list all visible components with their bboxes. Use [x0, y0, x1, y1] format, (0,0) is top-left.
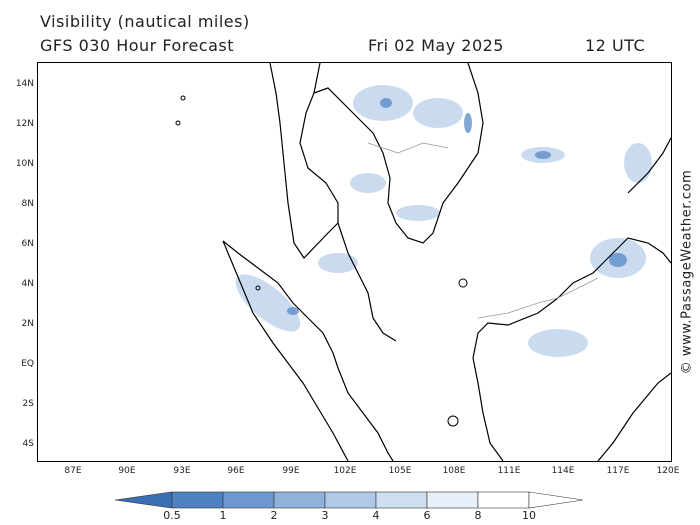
lon-label: 90E: [118, 466, 136, 476]
visibility-dark-patches: [287, 98, 627, 315]
legend-label: 6: [423, 509, 431, 522]
legend-swatch: [528, 491, 584, 509]
legend-swatch: [115, 491, 173, 509]
lat-label: 12N: [15, 119, 34, 129]
map-plot-area: [37, 62, 672, 462]
lat-label: 8N: [21, 199, 34, 209]
legend-label: 10: [522, 509, 536, 522]
lon-label: 99E: [282, 466, 300, 476]
legend-swatch: [426, 491, 479, 509]
lon-label: 87E: [64, 466, 82, 476]
lon-label: 105E: [388, 466, 412, 476]
forecast-subtitle: GFS 030 Hour Forecast: [40, 36, 235, 55]
lat-label: 2S: [22, 399, 34, 409]
lon-label: 96E: [227, 466, 245, 476]
lon-label: 108E: [442, 466, 466, 476]
forecast-time: 12 UTC: [585, 36, 646, 55]
small-islands: [175, 95, 468, 427]
legend-label: 4: [372, 509, 380, 522]
lon-label: 93E: [173, 466, 191, 476]
site-credit: © www.PassageWeather.com: [679, 169, 695, 375]
lat-label: 6N: [21, 239, 34, 249]
visibility-legend-bar: [115, 491, 584, 509]
lat-label: 14N: [15, 79, 34, 89]
legend-swatch: [477, 491, 530, 509]
lat-label: 2N: [21, 319, 34, 329]
legend-swatch: [324, 491, 377, 509]
legend-swatch: [171, 491, 224, 509]
country-borders: [367, 142, 599, 319]
legend-label: 0.5: [163, 509, 181, 522]
coastlines: [222, 63, 671, 461]
legend-swatch: [375, 491, 428, 509]
legend-label: 3: [321, 509, 329, 522]
legend-label: 1: [219, 509, 227, 522]
lat-label: EQ: [21, 359, 34, 369]
lon-label: 120E: [656, 466, 680, 476]
lon-label: 111E: [497, 466, 521, 476]
map-title: Visibility (nautical miles): [40, 12, 250, 31]
legend-label: 2: [270, 509, 278, 522]
lat-label: 10N: [15, 159, 34, 169]
legend-swatch: [222, 491, 275, 509]
lat-label: 4S: [22, 439, 34, 449]
lon-label: 102E: [333, 466, 357, 476]
map-canvas: [175, 63, 671, 461]
lon-label: 117E: [606, 466, 630, 476]
legend-swatch: [273, 491, 326, 509]
lon-label: 114E: [551, 466, 575, 476]
legend-label: 8: [474, 509, 482, 522]
lat-label: 4N: [21, 279, 34, 289]
forecast-date: Fri 02 May 2025: [368, 36, 504, 55]
